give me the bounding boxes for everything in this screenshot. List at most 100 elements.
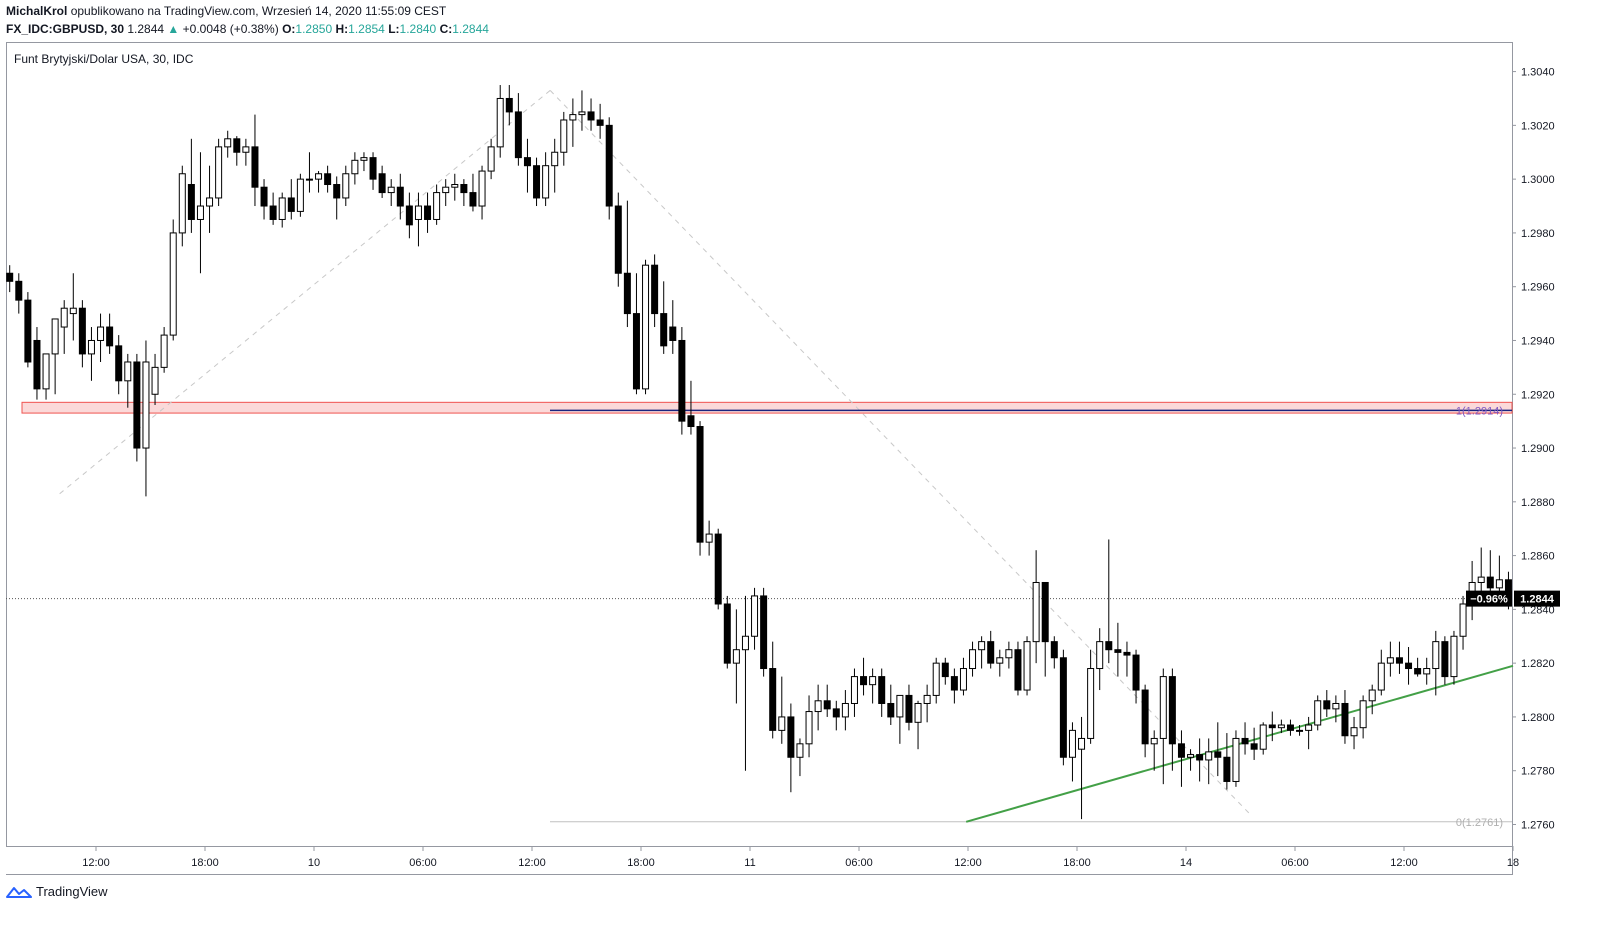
candle — [760, 587, 768, 677]
candle-body-up — [215, 146, 223, 199]
candle — [342, 165, 350, 207]
y-tick-label: 1.2880 — [1521, 497, 1555, 509]
candle-body-up — [160, 334, 168, 368]
candle-body-up — [805, 711, 813, 745]
candle — [469, 173, 477, 212]
candle — [887, 684, 895, 725]
candle — [587, 98, 595, 131]
candle-body-down — [1141, 689, 1149, 745]
candle — [60, 300, 68, 354]
candle — [1250, 727, 1258, 760]
candle — [1005, 641, 1013, 669]
candle — [1268, 711, 1276, 742]
candle — [333, 176, 341, 220]
candle — [206, 165, 214, 233]
candle-body-up — [478, 170, 486, 207]
candle — [1177, 730, 1185, 787]
candle-body-down — [860, 676, 868, 686]
candle — [24, 292, 32, 368]
candle — [860, 657, 868, 696]
candle — [823, 684, 831, 717]
candle-body-down — [78, 307, 86, 355]
candle — [1159, 668, 1167, 785]
candle-body-down — [1286, 724, 1294, 731]
candle — [196, 152, 204, 274]
candle-body-up — [224, 138, 232, 148]
candle-body-down — [1059, 657, 1067, 758]
candle — [1041, 581, 1049, 677]
candle — [705, 520, 713, 556]
candle — [914, 700, 922, 750]
candle-body-up — [1432, 641, 1440, 670]
candle — [959, 657, 967, 696]
high-label: H: — [335, 22, 349, 36]
candle-body-down — [787, 716, 795, 758]
candle-body-up — [1150, 737, 1158, 745]
y-tick-label: 1.2780 — [1521, 766, 1555, 778]
author-name[interactable]: MichalKrol — [6, 4, 68, 18]
candle-body-down — [660, 313, 668, 347]
candle — [178, 165, 186, 247]
candle-body-up — [387, 186, 395, 194]
fib-level-0-label: 0(1.2761) — [1456, 817, 1503, 829]
candle-body-up — [1187, 754, 1195, 758]
candle-body-down — [1405, 662, 1413, 670]
candle — [714, 528, 722, 610]
candle — [832, 700, 840, 731]
y-tick-label: 1.2940 — [1521, 335, 1555, 347]
candle-body-up — [850, 676, 858, 704]
candle-body-down — [1014, 649, 1022, 691]
candle-body-down — [33, 339, 41, 390]
fib-level-1-label: 1(1.2914) — [1456, 405, 1503, 417]
candle — [215, 138, 223, 207]
candle-body-up — [1232, 737, 1240, 782]
candle — [442, 179, 450, 207]
candle — [1259, 722, 1267, 755]
candle — [869, 668, 877, 704]
candle-body-down — [15, 280, 23, 301]
candle-body-down — [1196, 754, 1204, 761]
candle-body-up — [814, 700, 822, 713]
x-tick-label: 06:00 — [409, 857, 437, 869]
candle-body-up — [151, 366, 159, 395]
candle-body-up — [1296, 729, 1304, 732]
candle-body-down — [1223, 756, 1231, 782]
candle-body-down — [1241, 737, 1249, 745]
candle — [324, 165, 332, 193]
candle — [941, 657, 949, 685]
candle — [1078, 716, 1086, 820]
candle-body-up — [896, 694, 904, 718]
candle — [996, 649, 1004, 677]
candle-body-down — [941, 662, 949, 678]
candle — [396, 173, 404, 220]
y-tick-label: 1.3040 — [1521, 67, 1555, 79]
x-tick-label: 06:00 — [1281, 857, 1309, 869]
close-label: C: — [439, 22, 453, 36]
candle-body-down — [1177, 743, 1185, 758]
candle-body-up — [978, 641, 986, 651]
candle-body-up — [1305, 724, 1313, 731]
candle-body-down — [460, 184, 468, 194]
candle-body-up — [1277, 724, 1285, 729]
candle — [651, 254, 659, 328]
up-arrow-icon: ▲ — [167, 22, 180, 36]
candle — [42, 353, 50, 400]
candle-body-down — [1132, 654, 1140, 691]
candle-body-up — [351, 159, 359, 175]
candle-body-down — [269, 205, 277, 220]
candle — [1059, 649, 1067, 766]
tradingview-brand[interactable]: TradingView — [6, 884, 108, 899]
candle — [1205, 738, 1213, 785]
candle-body-up — [142, 361, 150, 449]
candle-body-up — [1368, 689, 1376, 702]
candle — [1395, 641, 1403, 674]
candle — [533, 157, 541, 207]
candle-body-up — [923, 694, 931, 704]
candle-body-down — [605, 124, 613, 207]
candle — [1105, 539, 1113, 664]
candle — [523, 138, 531, 193]
candle-body-up — [1423, 668, 1431, 675]
fib-diagonal-line — [59, 90, 551, 495]
candle — [378, 165, 386, 198]
